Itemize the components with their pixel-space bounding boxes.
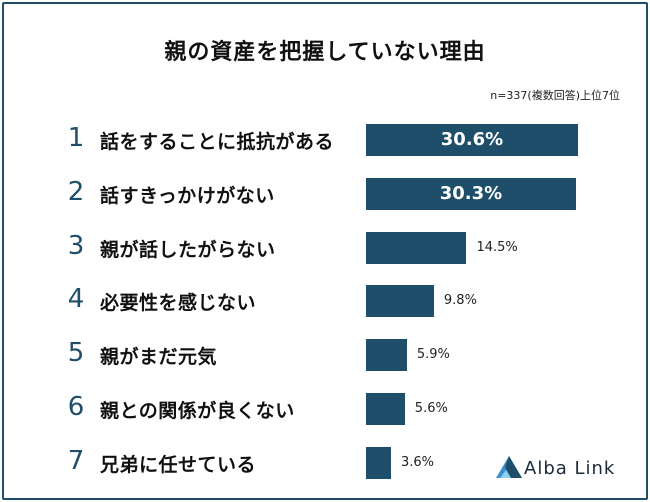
bar (366, 446, 391, 479)
value-label: 3.6% (400, 454, 434, 470)
category-label: 親が話したがらない (100, 238, 276, 261)
value-label: 30.3% (439, 182, 503, 204)
value-label: 5.6% (414, 401, 448, 416)
bar (366, 285, 434, 318)
category-label: 話すきっかけがない (100, 184, 275, 207)
bar (366, 177, 576, 210)
category-label: 話をすることに抵抗がある (100, 131, 335, 153)
category-label: 親との関係が良くない (100, 400, 295, 422)
category-label: 兄弟に任せている (100, 453, 257, 476)
bar (366, 393, 405, 425)
rank-number: 2 (67, 176, 85, 207)
bar (366, 231, 467, 264)
category-label: 親がまだ元気 (100, 346, 218, 369)
chart-title: 親の資産を把握していない理由 (164, 40, 486, 65)
alba-link-logo-icon (496, 456, 522, 478)
category-label: 必要性を感じない (100, 292, 257, 315)
value-label: 9.8% (443, 293, 477, 309)
rank-number: 5 (67, 338, 85, 369)
bar (366, 124, 578, 156)
value-label: 14.5% (476, 239, 518, 255)
rank-number: 3 (67, 230, 85, 261)
rank-number: 7 (67, 445, 85, 476)
brand-name: Alba Link (524, 458, 616, 479)
value-label: 5.9% (416, 347, 450, 363)
rank-number: 1 (67, 123, 85, 153)
value-label: 30.6% (440, 129, 504, 150)
rank-number: 6 (67, 392, 85, 422)
bar (366, 339, 407, 372)
rank-number: 4 (67, 284, 85, 315)
sample-note: n=337(複数回答)上位7位 (490, 89, 620, 102)
